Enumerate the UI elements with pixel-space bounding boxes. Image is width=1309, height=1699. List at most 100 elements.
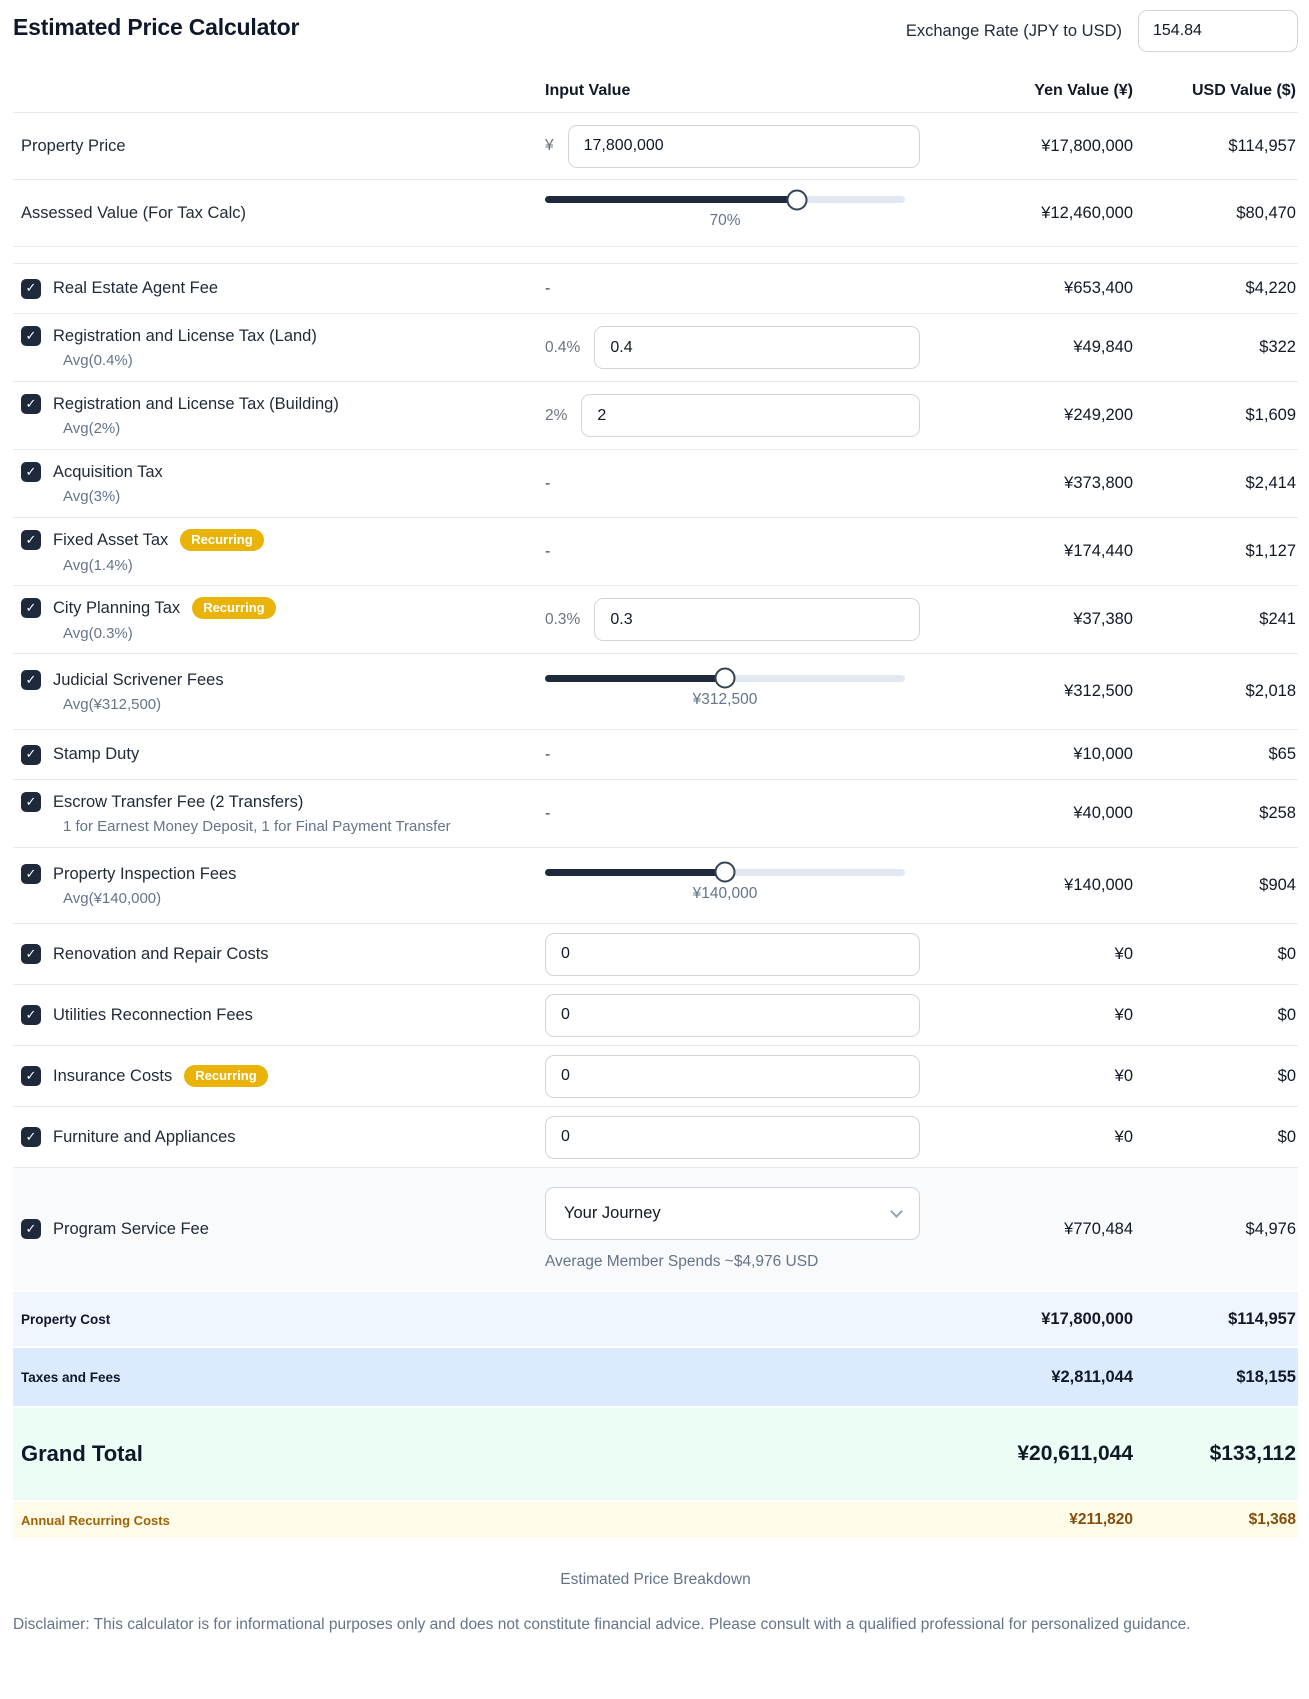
slider-thumb[interactable] [786, 189, 808, 210]
row-checkbox[interactable]: ✓ [21, 1127, 41, 1147]
row-value-input[interactable] [581, 394, 920, 437]
select-value: Your Journey [564, 1204, 661, 1222]
row-input-cell: Your Journey Average Member Spends ~$4,97… [545, 1187, 920, 1271]
row-yen-value: ¥174,440 [1064, 542, 1133, 560]
row-usd-value: $114,957 [1228, 136, 1296, 155]
slider-fill [545, 868, 725, 876]
row-sublabel: Avg(0.3%) [63, 625, 133, 643]
row-value-input[interactable] [545, 1054, 920, 1098]
percent-prefix-label: 0.3% [545, 610, 581, 628]
section-divider [13, 246, 1298, 263]
recurring-badge: Recurring [184, 1064, 268, 1088]
row-checkbox[interactable]: ✓ [21, 944, 41, 964]
column-header-input-value: Input Value [545, 82, 631, 99]
summary-label: Grand Total [21, 1441, 143, 1466]
row-checkbox[interactable]: ✓ [21, 326, 41, 346]
row-label: Utilities Reconnection Fees [53, 1005, 253, 1024]
row-input-cell: 70% [545, 189, 920, 230]
row-yen-value: ¥373,800 [1064, 474, 1133, 492]
row-checkbox[interactable]: ✓ [21, 1219, 41, 1239]
row-input-cell [545, 1115, 920, 1159]
row-label: Registration and License Tax (Building) [53, 394, 339, 413]
checkmark-icon: ✓ [25, 464, 37, 480]
page-title: Estimated Price Calculator [13, 14, 300, 40]
row-usd-value: $0 [1277, 944, 1296, 963]
row-input-cell: ¥312,500 [545, 667, 920, 709]
table-row: ✓ Registration and License Tax (Building)… [13, 381, 1298, 449]
table-row: ✓ Property Inspection Fees Avg(¥140,000) ¥1… [13, 847, 1298, 923]
row-value-input[interactable] [594, 598, 920, 641]
fee-rows: ✓ Real Estate Agent Fee - ¥653,400 $4,220 ✓ Re… [13, 263, 1298, 1290]
row-checkbox[interactable]: ✓ [21, 598, 41, 618]
table-row: ✓ Real Estate Agent Fee - ¥653,400 $4,220 [13, 263, 1298, 313]
row-usd-value: $2,018 [1245, 682, 1296, 700]
row-checkbox[interactable]: ✓ [21, 394, 41, 414]
row-yen-value: ¥0 [1114, 1127, 1133, 1146]
checkmark-icon: ✓ [25, 1007, 37, 1023]
row-usd-value: $1,127 [1245, 542, 1296, 560]
row-value-input[interactable] [567, 124, 920, 168]
row-checkbox[interactable]: ✓ [21, 1066, 41, 1086]
row-yen-value: ¥49,840 [1073, 338, 1133, 356]
row-usd-value: $0 [1277, 1127, 1296, 1146]
table-row: Property Price ¥ ¥17,800,000 $114,957 [13, 112, 1298, 179]
row-sublabel: Avg(¥140,000) [63, 890, 162, 907]
row-yen-value: ¥249,200 [1064, 406, 1133, 424]
row-checkbox[interactable]: ✓ [21, 530, 41, 550]
row-label: City Planning Tax [53, 598, 181, 617]
slider-track[interactable] [545, 667, 905, 689]
recurring-badge: Recurring [180, 528, 264, 552]
row-checkbox[interactable]: ✓ [21, 670, 41, 690]
row-label: Property Price [21, 136, 126, 155]
table-row: ✓ Insurance Costs Recurring ¥0 $0 [13, 1045, 1298, 1106]
row-input-cell: ¥ [545, 124, 920, 168]
slider-thumb[interactable] [714, 667, 736, 689]
summary-usd-value: $133,112 [1209, 1442, 1296, 1465]
table-column-headers: Input Value Yen Value (¥) USD Value ($) [13, 82, 1298, 112]
currency-prefix: ¥ [545, 137, 554, 154]
row-checkbox[interactable]: ✓ [21, 744, 41, 765]
table-row: ✓ Furniture and Appliances ¥0 $0 [13, 1106, 1298, 1167]
service-plan-select[interactable]: Your Journey [545, 1187, 920, 1240]
summary-row-annual-recurring: Annual Recurring Costs ¥211,820 $1,368 [13, 1502, 1298, 1538]
no-input-dash: - [545, 279, 551, 297]
disclaimer-text: Disclaimer: This calculator is for infor… [13, 1616, 1191, 1633]
row-label: Insurance Costs [53, 1066, 173, 1085]
row-checkbox[interactable]: ✓ [21, 864, 41, 884]
checkmark-icon: ✓ [25, 866, 37, 882]
row-checkbox[interactable]: ✓ [21, 278, 41, 299]
row-value-input[interactable] [545, 1115, 920, 1159]
slider-value-label: 70% [709, 212, 741, 229]
summary-label: Taxes and Fees [21, 1369, 121, 1385]
slider-track[interactable] [545, 861, 905, 883]
summary-row-property-cost: Property Cost ¥17,800,000 $114,957 [13, 1292, 1298, 1346]
row-usd-value: $65 [1268, 745, 1296, 763]
slider-thumb[interactable] [714, 861, 736, 883]
table-row: ✓ Acquisition Tax Avg(3%) - ¥373,800 $2,414 [13, 449, 1298, 517]
table-row: ✓ Utilities Reconnection Fees ¥0 $0 [13, 984, 1298, 1045]
row-input-cell: - [545, 475, 920, 493]
exchange-rate-input[interactable] [1138, 10, 1298, 52]
table-row: ✓ Judicial Scrivener Fees Avg(¥312,500) ¥31… [13, 653, 1298, 729]
row-value-input[interactable] [594, 326, 920, 369]
row-sublabel: Avg(¥312,500) [63, 696, 162, 713]
percent-prefix-label: 2% [545, 406, 568, 424]
slider-fill [545, 674, 725, 682]
row-checkbox[interactable]: ✓ [21, 792, 41, 812]
row-label: Escrow Transfer Fee (2 Transfers) [53, 792, 304, 811]
row-value-input[interactable] [545, 993, 920, 1037]
row-checkbox[interactable]: ✓ [21, 1005, 41, 1025]
table-row: Assessed Value (For Tax Calc) 70% ¥12,460,… [13, 179, 1298, 246]
table-row: ✓ Registration and License Tax (Land) Avg(… [13, 313, 1298, 381]
row-sublabel: Avg(1.4%) [63, 557, 133, 575]
row-yen-value: ¥770,484 [1064, 1219, 1133, 1238]
row-value-input[interactable] [545, 932, 920, 976]
row-checkbox[interactable]: ✓ [21, 462, 41, 482]
row-yen-value: ¥653,400 [1064, 279, 1133, 297]
row-sublabel: Avg(3%) [63, 488, 121, 505]
row-yen-value: ¥10,000 [1073, 745, 1133, 763]
row-usd-value: $322 [1259, 338, 1296, 356]
row-input-cell [545, 993, 920, 1037]
slider-track[interactable] [545, 189, 905, 210]
row-yen-value: ¥0 [1114, 944, 1133, 963]
